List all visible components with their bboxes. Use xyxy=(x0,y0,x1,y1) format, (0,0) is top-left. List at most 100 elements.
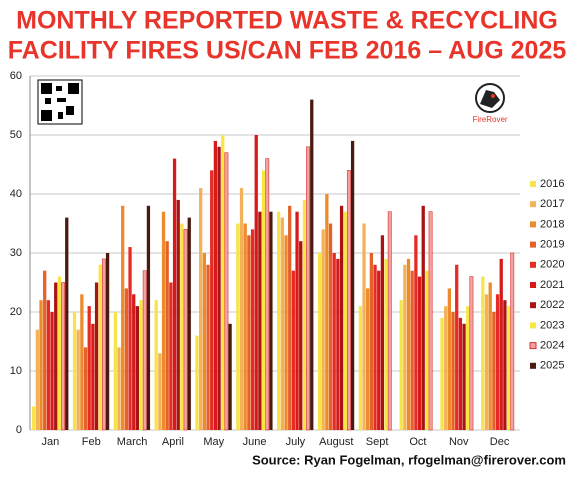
x-tick-label: July xyxy=(286,436,306,448)
bar xyxy=(265,158,270,431)
bar xyxy=(32,406,36,430)
bar xyxy=(180,223,184,430)
bar xyxy=(43,270,47,430)
x-tick-label: Nov xyxy=(449,436,469,448)
bar xyxy=(492,312,496,430)
bar xyxy=(451,312,455,430)
bar xyxy=(444,306,448,430)
bar xyxy=(117,347,121,430)
bar xyxy=(169,282,173,430)
legend-swatch xyxy=(530,322,536,329)
bar xyxy=(35,329,39,430)
bar xyxy=(124,288,129,430)
bar xyxy=(135,306,140,430)
bar xyxy=(339,205,344,430)
bar xyxy=(154,300,158,430)
bar xyxy=(458,317,463,430)
bar xyxy=(139,300,143,430)
bar xyxy=(217,146,221,431)
legend-label: 2024 xyxy=(540,340,564,352)
bar xyxy=(250,229,255,430)
legend-label: 2025 xyxy=(540,360,564,372)
legend-label: 2016 xyxy=(540,178,564,190)
legend-swatch xyxy=(530,261,536,268)
bar xyxy=(387,211,392,431)
bar xyxy=(247,235,251,430)
bar xyxy=(210,170,214,430)
bar xyxy=(369,253,374,430)
bar xyxy=(46,300,51,430)
bar xyxy=(366,288,370,430)
bar xyxy=(403,264,407,430)
bar xyxy=(503,300,507,430)
bar xyxy=(481,276,485,430)
legend-label: 2019 xyxy=(540,239,564,251)
bar xyxy=(377,270,381,430)
bar xyxy=(399,300,403,430)
bar xyxy=(469,276,474,431)
y-tick-label: 30 xyxy=(10,247,22,259)
bar xyxy=(39,300,43,430)
bar xyxy=(350,140,355,430)
bar xyxy=(94,282,99,430)
bar xyxy=(132,294,136,430)
bar xyxy=(373,264,377,430)
x-tick-label: March xyxy=(117,436,148,448)
legend-swatch xyxy=(530,302,536,309)
bar xyxy=(269,211,273,430)
bar xyxy=(87,306,91,430)
bar xyxy=(417,276,422,430)
x-tick-label: Dec xyxy=(490,436,510,448)
bar xyxy=(176,199,180,430)
x-tick-label: August xyxy=(319,436,353,448)
bar xyxy=(414,235,418,430)
bar xyxy=(113,312,117,430)
bar xyxy=(142,270,147,431)
bar xyxy=(146,205,151,430)
x-tick-label: Sept xyxy=(366,436,389,448)
bar xyxy=(206,264,210,430)
chart-title: MONTHLY REPORTED WASTE & RECYCLING xyxy=(16,7,558,35)
bar xyxy=(254,135,258,430)
bar xyxy=(317,253,322,430)
bar xyxy=(61,282,66,431)
bar xyxy=(488,282,492,430)
bar xyxy=(421,205,425,430)
y-tick-label: 40 xyxy=(10,188,22,200)
bar xyxy=(65,217,69,430)
bar xyxy=(187,217,191,430)
bar xyxy=(428,211,433,431)
bar xyxy=(384,258,388,430)
legend-swatch xyxy=(530,221,536,228)
bar xyxy=(261,170,266,430)
bar xyxy=(410,270,414,430)
legend-label: 2021 xyxy=(540,279,564,291)
bar xyxy=(213,140,218,430)
bar xyxy=(202,253,206,430)
logo: FireRover xyxy=(472,83,508,124)
legend-swatch xyxy=(530,282,536,288)
bar xyxy=(80,294,84,430)
bar xyxy=(228,323,232,430)
bar xyxy=(199,188,203,430)
x-tick-label: Feb xyxy=(82,436,101,448)
legend-label: 2020 xyxy=(540,259,564,271)
bar xyxy=(277,211,281,430)
bar xyxy=(50,312,54,430)
bar xyxy=(306,146,311,431)
y-tick-label: 50 xyxy=(10,129,22,141)
bar xyxy=(101,258,106,431)
bar xyxy=(447,288,451,430)
qr-code xyxy=(37,79,83,125)
y-tick-label: 0 xyxy=(16,424,22,436)
legend-label: 2023 xyxy=(540,319,564,331)
legend-swatch xyxy=(530,362,536,369)
x-tick-label: June xyxy=(243,436,267,448)
legend-label: 2018 xyxy=(540,218,564,230)
bar xyxy=(302,199,307,430)
bar xyxy=(72,312,77,430)
bar xyxy=(328,223,333,430)
bar xyxy=(358,306,362,430)
bar xyxy=(54,282,58,430)
x-tick-label: Jan xyxy=(42,436,60,448)
